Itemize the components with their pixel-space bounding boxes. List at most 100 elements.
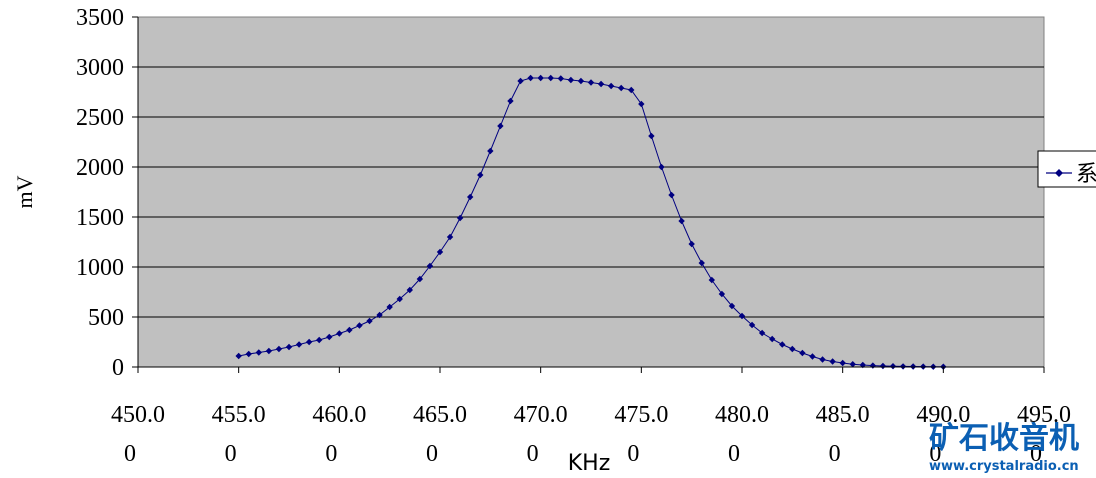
x-tick-label-line2: 0 [1030,441,1042,467]
x-tick-label: 465.0 [413,402,467,428]
data-point [577,77,585,85]
data-point [436,248,444,256]
data-point [688,240,695,248]
data-point [648,132,655,140]
x-tick-label-line2: 0 [627,441,639,467]
data-point [718,290,726,298]
data-point [346,326,353,334]
x-tick-label-line2: 0 [929,441,941,467]
data-point [638,100,645,108]
legend-box [1037,150,1096,188]
data-point [839,359,846,367]
data-point [607,82,615,90]
x-tick-label: 460.0 [312,402,366,428]
x-tick-label-line2: 0 [325,441,337,467]
data-point [567,76,575,84]
axes: 0 500 1000 1500 2000 2500 3000 3500 450.0 0 455.0 0… [76,5,1071,467]
data-point [698,259,705,267]
watermark-url: www.crystalradio.cn [929,459,1079,474]
x-tick-label-line2: 0 [124,441,136,467]
data-point [799,349,806,357]
data-point [406,286,413,294]
data-point [487,147,494,155]
y-tick-label: 1000 [76,255,124,281]
x-tick-label: 455.0 [212,402,266,428]
data-point [899,363,907,370]
gridlines [138,66,1044,318]
y-axis-title: mV [12,175,37,208]
data-point [316,336,323,344]
watermark: 矿石收音机 www.crystalradio.cn [929,421,1079,474]
data-point [356,322,363,329]
data-point [265,347,273,355]
x-tick-label: 470.0 [514,402,568,428]
data-point [809,353,816,360]
y-tick-label: 3500 [76,5,124,31]
data-point [467,193,474,201]
data-point [517,77,524,85]
data-point [879,362,887,370]
data-point [235,352,242,360]
watermark-logo-text: 矿石收音机 [929,421,1079,456]
legend[interactable]: 系 [1037,150,1096,188]
data-point [326,333,333,341]
plot-area [137,16,1045,368]
x-tick-label: 485.0 [816,402,870,428]
series-layer [235,74,947,370]
data-point [849,361,856,368]
data-point [456,214,464,222]
data-point [789,345,796,353]
data-point [597,80,605,88]
x-tick-label: 495.0 [1017,402,1071,428]
y-tick-label: 0 [112,355,124,381]
y-tick-label: 2500 [76,105,124,131]
data-point [587,79,595,86]
data-point [527,74,534,82]
x-tick-label-line2: 0 [426,441,438,467]
legend-marker-icon [1055,169,1063,177]
y-tick-label: 2000 [76,155,124,181]
x-axis-title: KHz [568,451,611,476]
y-tick-label: 1500 [76,205,124,231]
data-point [426,262,434,270]
data-point [859,361,866,369]
data-point [366,317,373,325]
x-tick-label: 450.0 [111,402,165,428]
data-point [547,74,554,82]
data-point [708,276,715,284]
data-point [295,341,303,348]
data-point [336,330,343,337]
data-point [829,358,836,365]
data-point [738,312,746,320]
data-point [678,217,685,225]
data-point [658,163,665,171]
legend-label: 系 [1076,162,1096,187]
data-point [819,356,826,363]
x-tick-label-line2: 0 [225,441,237,467]
x-tick-label: 475.0 [614,402,668,428]
data-point [446,233,454,241]
data-point [758,329,766,337]
y-tick-label: 500 [88,305,124,331]
y-tick-label: 3000 [76,55,124,81]
data-point [285,343,293,351]
data-point [748,321,756,329]
data-point [628,86,635,94]
x-tick-label: 490.0 [916,402,970,428]
data-point [728,302,736,310]
data-point [557,75,564,82]
data-point [416,275,424,283]
data-point [668,191,675,199]
x-tick-label-line2: 0 [527,441,539,467]
x-tick-label: 480.0 [715,402,769,428]
data-point [376,311,383,319]
data-point [386,303,393,311]
x-tick-label-line2: 0 [829,441,841,467]
data-point [305,338,313,346]
data-point [396,295,403,303]
data-point [618,84,625,92]
data-point [275,345,283,353]
data-point [477,171,484,179]
